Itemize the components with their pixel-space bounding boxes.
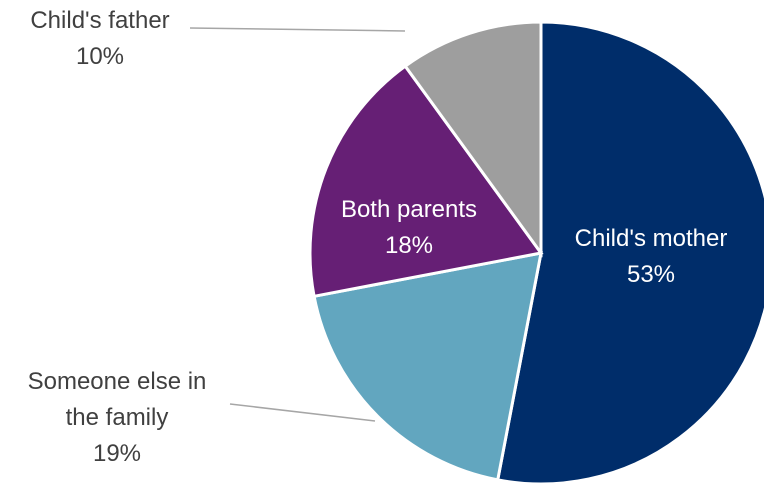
slice-childs-mother xyxy=(495,20,764,484)
leader-line-childs-father xyxy=(189,27,406,32)
leader-line-someone-else xyxy=(229,403,376,422)
slice-childs-father xyxy=(403,20,543,258)
label-someone-else-pct: 19% xyxy=(93,440,141,467)
pie-slices xyxy=(308,20,764,484)
label-childs-mother-name: Child's mother xyxy=(575,225,728,252)
slice-someone-else-in-the-family xyxy=(312,251,543,482)
label-both-parents-name: Both parents xyxy=(341,196,477,223)
label-someone-else-line1: Someone else in xyxy=(28,368,207,395)
slice-both-parents xyxy=(308,64,544,299)
label-someone-else-line2: the family xyxy=(66,404,169,431)
label-childs-father-name: Child's father xyxy=(30,7,169,34)
label-childs-mother-pct: 53% xyxy=(627,261,675,288)
label-both-parents-pct: 18% xyxy=(385,232,433,259)
label-childs-father-pct: 10% xyxy=(76,43,124,70)
